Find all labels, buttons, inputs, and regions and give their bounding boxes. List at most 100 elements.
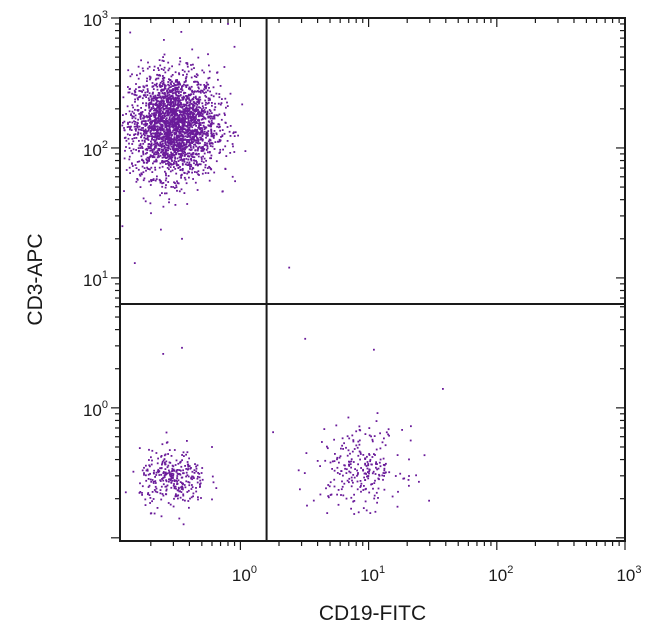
data-point bbox=[199, 133, 202, 136]
data-point bbox=[388, 471, 391, 474]
data-point bbox=[167, 101, 170, 104]
data-point bbox=[184, 499, 186, 502]
data-point bbox=[185, 480, 188, 483]
data-point bbox=[162, 82, 165, 84]
data-point bbox=[147, 61, 149, 64]
data-point bbox=[166, 167, 169, 169]
data-point bbox=[183, 128, 186, 130]
data-point bbox=[160, 117, 163, 119]
data-point bbox=[162, 476, 165, 479]
data-point bbox=[149, 95, 152, 98]
data-point bbox=[181, 126, 184, 129]
data-point bbox=[164, 94, 167, 97]
data-point bbox=[133, 120, 135, 123]
data-point bbox=[146, 161, 149, 163]
data-point bbox=[193, 112, 196, 115]
data-point bbox=[193, 138, 196, 141]
data-point bbox=[164, 143, 167, 146]
data-point bbox=[166, 484, 169, 487]
data-point bbox=[185, 153, 188, 156]
data-point bbox=[209, 167, 212, 170]
data-point bbox=[130, 125, 132, 128]
data-point bbox=[359, 429, 362, 432]
data-point bbox=[176, 99, 179, 102]
data-point bbox=[178, 517, 181, 520]
data-point bbox=[155, 158, 158, 161]
data-point bbox=[211, 102, 213, 104]
data-point bbox=[203, 88, 206, 91]
data-point bbox=[176, 96, 179, 99]
data-point bbox=[144, 125, 147, 127]
data-point bbox=[168, 471, 171, 473]
data-point bbox=[178, 118, 181, 121]
data-point bbox=[181, 140, 184, 143]
data-point bbox=[162, 139, 165, 142]
data-point bbox=[356, 473, 359, 476]
data-point bbox=[152, 482, 155, 484]
data-point-outlier bbox=[373, 348, 375, 351]
data-point bbox=[162, 100, 165, 103]
data-point bbox=[157, 138, 160, 140]
data-point bbox=[205, 96, 208, 98]
data-point bbox=[159, 120, 162, 123]
data-point bbox=[174, 204, 177, 206]
data-point bbox=[151, 179, 154, 181]
data-point bbox=[168, 78, 170, 81]
data-point bbox=[188, 152, 191, 155]
data-point bbox=[178, 116, 181, 119]
data-point bbox=[176, 137, 178, 139]
data-point bbox=[190, 64, 192, 66]
data-point bbox=[377, 467, 380, 470]
data-point bbox=[226, 101, 228, 104]
data-point bbox=[189, 166, 191, 168]
data-point bbox=[190, 158, 192, 160]
data-point bbox=[165, 144, 168, 147]
data-point bbox=[150, 480, 153, 483]
data-point bbox=[142, 153, 145, 156]
data-point bbox=[203, 126, 206, 128]
data-point bbox=[166, 135, 169, 137]
data-point bbox=[177, 97, 179, 100]
data-point bbox=[158, 178, 161, 181]
data-point bbox=[184, 465, 186, 467]
data-point bbox=[203, 116, 205, 119]
data-point bbox=[163, 39, 165, 41]
data-point bbox=[237, 134, 239, 137]
data-point bbox=[132, 106, 134, 109]
data-point bbox=[137, 118, 139, 121]
x-tick-label: 101 bbox=[360, 564, 385, 585]
data-point bbox=[180, 158, 183, 161]
data-point bbox=[157, 114, 160, 117]
data-point bbox=[152, 85, 155, 88]
data-point bbox=[172, 505, 175, 508]
data-point bbox=[151, 156, 154, 159]
data-point bbox=[191, 136, 194, 139]
data-point bbox=[148, 99, 151, 102]
data-point bbox=[158, 103, 161, 105]
data-point bbox=[198, 120, 200, 122]
data-point bbox=[155, 452, 158, 454]
data-point bbox=[180, 465, 183, 468]
data-point bbox=[197, 112, 199, 115]
data-point bbox=[174, 182, 176, 184]
data-point bbox=[219, 148, 222, 151]
data-point bbox=[153, 512, 156, 515]
data-point bbox=[198, 111, 201, 114]
data-point bbox=[333, 460, 336, 462]
data-point bbox=[169, 166, 172, 168]
data-point bbox=[136, 74, 138, 77]
data-point bbox=[234, 131, 237, 134]
data-point bbox=[164, 132, 166, 135]
data-point bbox=[195, 159, 197, 162]
data-point bbox=[174, 148, 176, 151]
data-point bbox=[178, 487, 180, 490]
data-point bbox=[134, 121, 137, 123]
data-point bbox=[373, 435, 376, 437]
data-point bbox=[368, 491, 371, 494]
data-point bbox=[147, 128, 150, 131]
data-point bbox=[195, 487, 197, 489]
data-point bbox=[198, 163, 201, 166]
data-point bbox=[352, 500, 355, 503]
data-point bbox=[165, 488, 168, 491]
data-point bbox=[185, 182, 188, 185]
